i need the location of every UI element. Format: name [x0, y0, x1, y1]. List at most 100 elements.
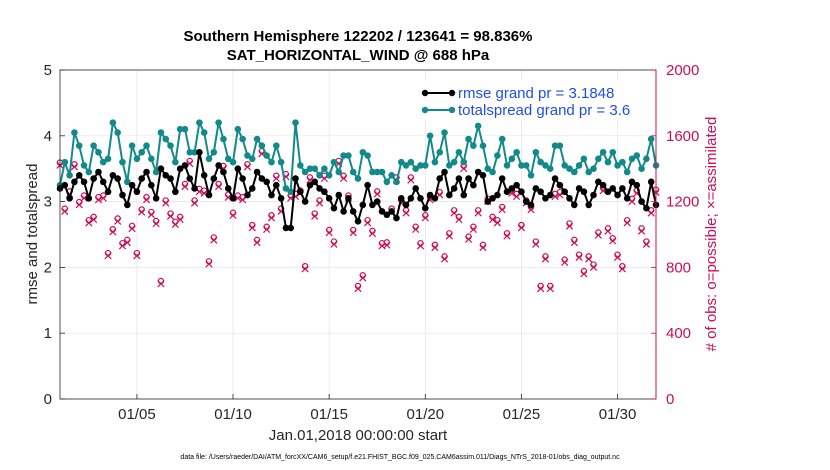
rmse-point: [85, 195, 93, 202]
totalspread-point: [301, 168, 309, 176]
totalspread-point: [421, 162, 429, 169]
y-left-tick-label: 0: [44, 391, 52, 408]
rmse-point: [138, 175, 146, 182]
totalspread-point: [325, 171, 333, 179]
y-right-tick-label: 0: [666, 391, 674, 408]
totalspread-point: [95, 148, 102, 156]
rmse-point: [311, 178, 319, 186]
grid: [60, 69, 656, 400]
totalspread-point: [570, 168, 578, 176]
legend-rmse-label: rmse grand pr = 3.1848: [458, 85, 614, 102]
obs-assimilated-cross: [493, 219, 502, 227]
rmse-point: [75, 171, 83, 179]
totalspread-point: [167, 142, 174, 149]
obs-marker: [541, 253, 550, 263]
rmse-point: [61, 181, 69, 189]
obs-marker: [580, 267, 588, 278]
totalspread-point: [479, 142, 487, 149]
totalspread-point: [321, 165, 328, 172]
obs-marker: [61, 205, 69, 215]
obs-marker: [263, 223, 271, 234]
obs-assimilated-cross: [118, 242, 127, 250]
obs-assimilated-cross: [325, 229, 333, 237]
obs-assimilated-cross: [133, 252, 141, 260]
obs-marker: [118, 239, 127, 250]
obs-marker: [152, 217, 160, 228]
rmse-point: [623, 195, 631, 202]
obs-assimilated-cross: [99, 194, 107, 202]
rmse-point: [388, 208, 395, 215]
rmse-point: [335, 191, 343, 199]
obs-assimilated-cross: [527, 206, 535, 214]
rmse-point: [421, 204, 429, 212]
y-right-tick-label: 800: [666, 259, 691, 276]
y-left-tick-label: 5: [44, 62, 52, 79]
totalspread-point: [119, 158, 126, 166]
totalspread-point: [599, 148, 607, 156]
obs-marker: [248, 221, 256, 232]
totalspread-point: [306, 165, 314, 172]
obs-marker: [147, 208, 155, 219]
totalspread-point: [431, 158, 439, 166]
rmse-point: [148, 181, 155, 189]
obs-marker: [205, 258, 213, 268]
totalspread-point: [181, 125, 189, 133]
totalspread-point: [215, 119, 222, 126]
totalspread-point: [210, 148, 218, 156]
totalspread-point: [66, 171, 73, 179]
totalspread-point: [268, 158, 275, 166]
totalspread-point: [417, 162, 424, 169]
totalspread-point: [340, 152, 347, 159]
totalspread-point: [258, 142, 266, 149]
obs-assimilated-cross: [512, 192, 521, 201]
rmse-point: [220, 168, 227, 176]
obs-assimilated-cross: [455, 215, 463, 224]
totalspread-point: [234, 125, 242, 133]
rmse-point: [383, 211, 391, 219]
obs-marker: [229, 209, 237, 220]
obs-assimilated-cross: [412, 225, 420, 234]
totalspread-point: [148, 155, 155, 163]
obs-assimilated-cross: [214, 183, 223, 191]
obs-marker: [133, 249, 141, 260]
totalspread-point: [614, 162, 621, 169]
obs-assimilated-cross: [589, 263, 598, 271]
obs-assimilated-cross: [580, 270, 588, 278]
rmse-point: [470, 181, 477, 189]
rmse-point: [465, 175, 472, 182]
obs-marker: [498, 203, 506, 214]
rmse-point: [436, 175, 444, 182]
rmse-point: [479, 171, 487, 179]
rmse-point: [373, 198, 381, 205]
rmse-point: [508, 185, 516, 192]
totalspread-point: [191, 148, 198, 156]
rmse-point: [522, 198, 530, 205]
obs-assimilated-cross: [402, 209, 410, 217]
obs-assimilated-cross: [498, 206, 506, 214]
rmse-point: [119, 191, 126, 199]
totalspread-point: [104, 155, 112, 163]
series-lines: [56, 119, 660, 232]
rmse-point: [176, 165, 184, 172]
obs-marker: [585, 253, 593, 263]
obs-marker: [157, 277, 165, 288]
obs-marker: [166, 210, 175, 220]
obs-marker: [176, 213, 184, 224]
obs-assimilated-cross: [85, 219, 93, 227]
rmse-point: [282, 224, 290, 232]
rmse-point: [80, 178, 88, 186]
totalspread-point: [397, 158, 405, 166]
totalspread-point: [359, 148, 367, 156]
rmse-point: [321, 188, 328, 196]
rmse-point: [181, 162, 189, 169]
totalspread-point: [590, 165, 597, 172]
totalspread-point: [172, 158, 179, 166]
obs-assimilated-cross: [80, 194, 88, 202]
rmse-point: [369, 201, 376, 209]
totalspread-point: [85, 168, 93, 176]
obs-assimilated-cross: [541, 255, 550, 263]
rmse-point: [397, 195, 405, 202]
totalspread-point: [537, 158, 544, 166]
rmse-point: [527, 201, 535, 209]
obs-marker: [373, 188, 381, 198]
